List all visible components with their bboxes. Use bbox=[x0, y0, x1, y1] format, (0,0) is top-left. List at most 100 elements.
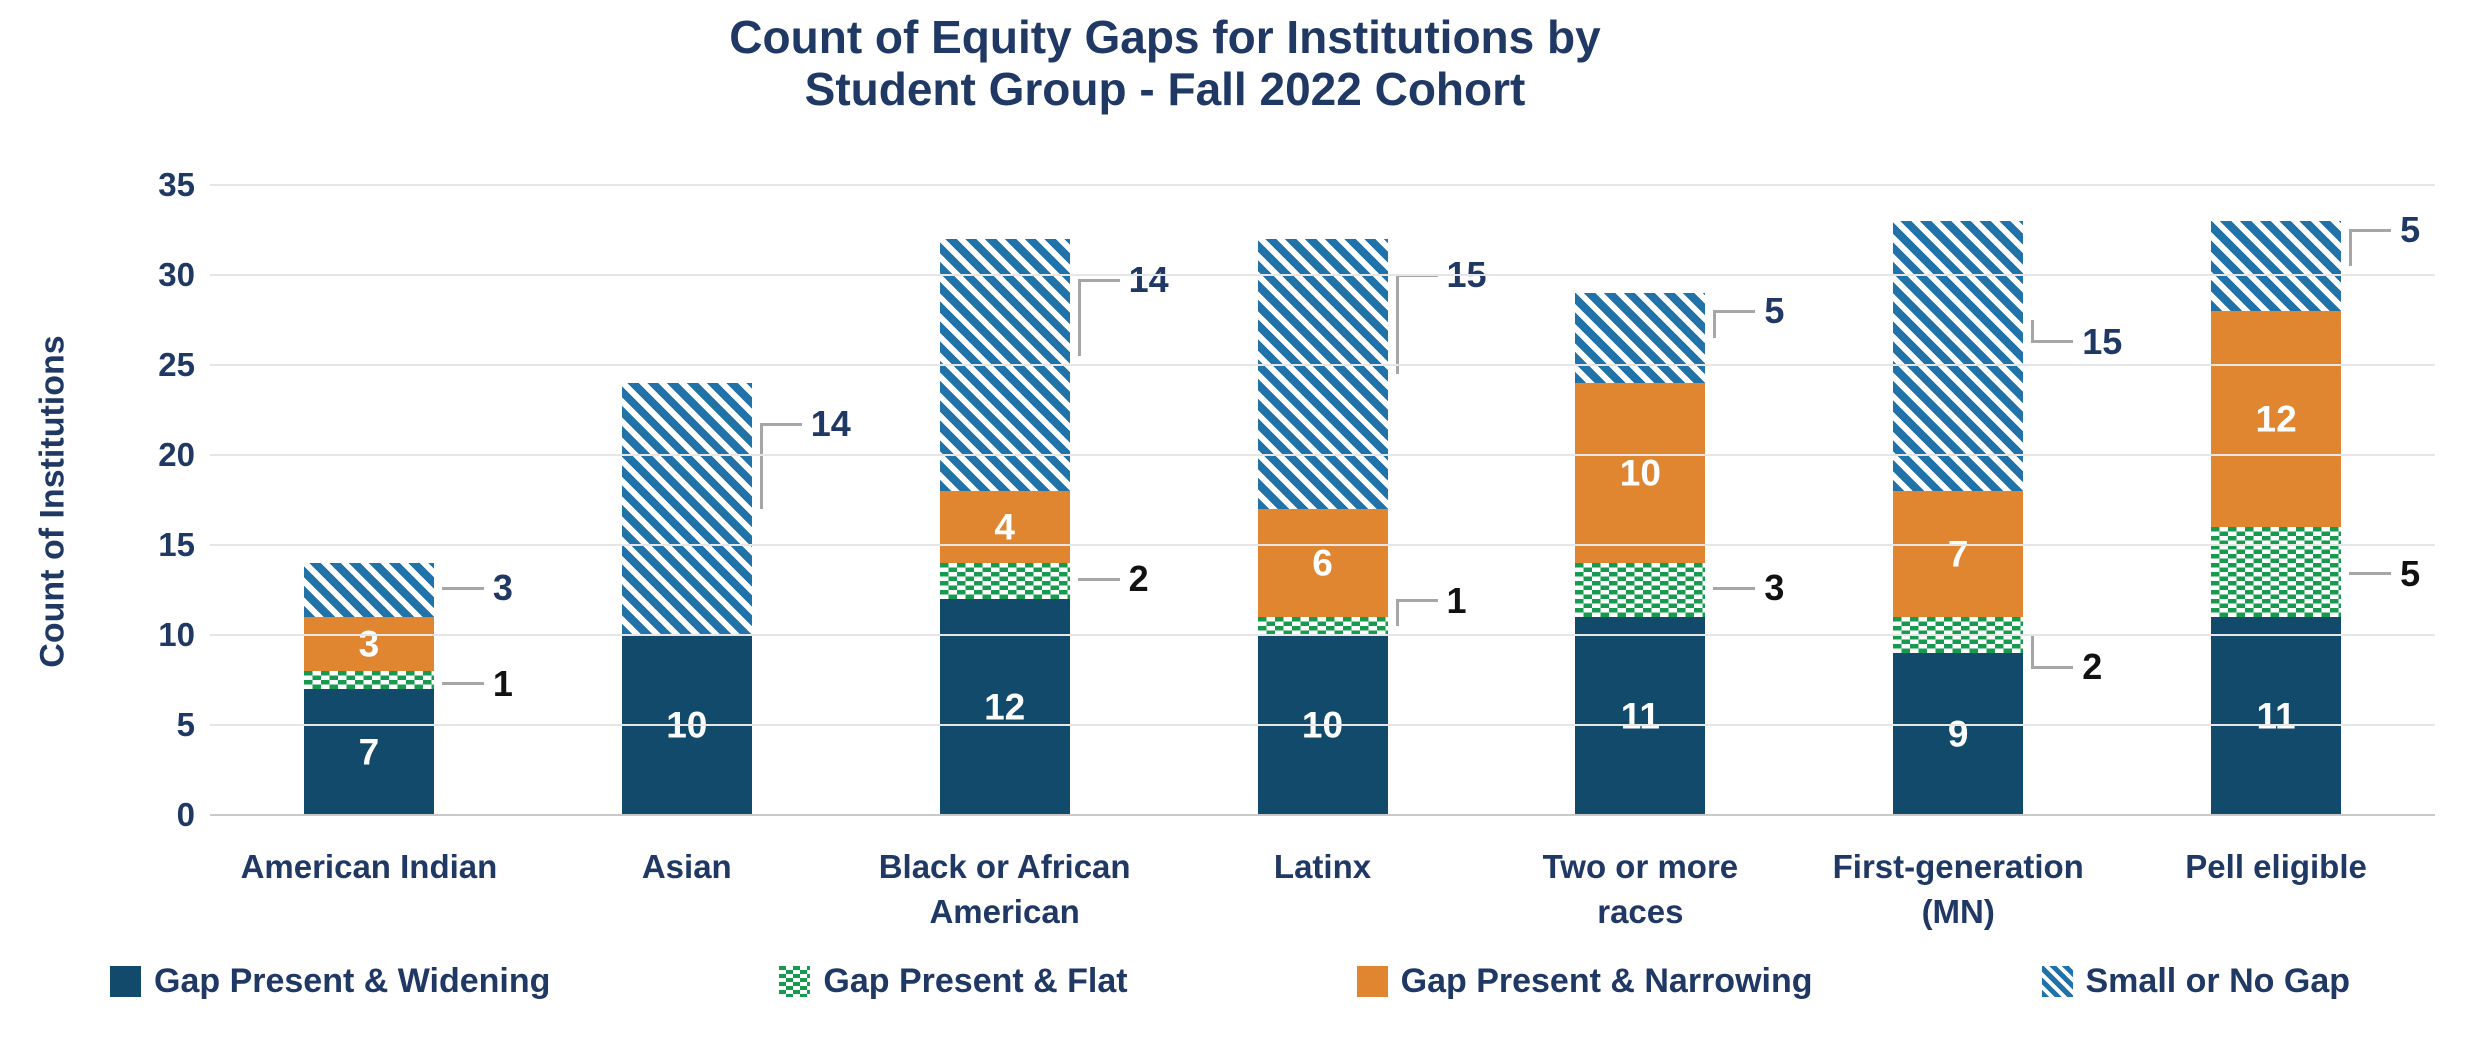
y-axis-title: Count of Institutions bbox=[33, 335, 72, 668]
bar-column-pell-eligible: 11 12 5 5 Pell eligible bbox=[2117, 185, 2435, 886]
category-label-latinx: Latinx bbox=[1152, 845, 1494, 890]
callout-leader-gap-two-or-more-races bbox=[1713, 311, 1717, 338]
category-label-black-or-african-american: Black or African American bbox=[834, 845, 1176, 934]
category-label-line: (MN) bbox=[1921, 892, 1995, 930]
segment-gap-asian bbox=[621, 383, 752, 635]
category-label-pell-eligible: Pell eligible bbox=[2105, 845, 2447, 890]
y-tick-label-15: 15 bbox=[158, 526, 195, 563]
category-label-american-indian: American Indian bbox=[198, 845, 540, 890]
chart-title-line-1: Count of Equity Gaps for Institutions by bbox=[729, 11, 1601, 63]
chart-title-line-2: Student Group - Fall 2022 Cohort bbox=[804, 62, 1526, 115]
segment-widening-two-or-more-races bbox=[1575, 617, 1706, 815]
bar-column-latinx: 10 6 1 15 Latinx bbox=[1164, 185, 1487, 885]
callout-label-flat-american-indian: 1 bbox=[492, 662, 513, 704]
gridline bbox=[210, 454, 2435, 456]
callout-leader-gap-first-generation-mn bbox=[2031, 340, 2074, 344]
legend-swatch-solid-orange bbox=[1356, 966, 1388, 997]
callout-label-flat-latinx: 1 bbox=[1446, 579, 1467, 621]
x-axis-baseline bbox=[210, 814, 2435, 816]
callout-leader-gap-black-or-african-american bbox=[1077, 280, 1081, 356]
bar-value-label-widening-two-or-more-races: 11 bbox=[1620, 695, 1660, 737]
plot-area: 7 3 1 3 American Indian 10 14 Asian 12 4 2 14 Black … bbox=[210, 184, 2435, 930]
legend-item-label: Gap Present & Flat bbox=[823, 962, 1128, 1000]
callout-leader-flat-pell-eligible bbox=[2349, 572, 2392, 576]
callout-leader-flat-first-generation-mn bbox=[2031, 665, 2074, 669]
category-label-line: races bbox=[1597, 892, 1684, 930]
segment-gap-latinx bbox=[1257, 239, 1388, 509]
legend-item-gap-present-flat: Gap Present & Flat bbox=[779, 962, 1128, 1001]
gridline bbox=[210, 274, 2435, 276]
callout-leader-gap-black-or-african-american bbox=[1077, 278, 1120, 282]
callout-leader-gap-latinx bbox=[1395, 275, 1399, 374]
bar-value-label-widening-first-generation-mn: 9 bbox=[1947, 713, 1969, 755]
legend-swatch-blue-hatch-pattern bbox=[2041, 966, 2073, 997]
category-label-two-or-more-races: Two or more races bbox=[1469, 845, 1811, 934]
segment-widening-pell-eligible bbox=[2211, 617, 2342, 815]
category-label-line: Two or more bbox=[1542, 848, 1739, 885]
category-label-line: Black or African bbox=[878, 848, 1131, 885]
bar-column-two-or-more-races: 11 10 3 5 Two or more races bbox=[1481, 185, 1799, 930]
callout-leader-gap-american-indian bbox=[441, 586, 484, 590]
y-tick-label-0: 0 bbox=[176, 796, 195, 833]
category-label-line: Asian bbox=[641, 848, 732, 885]
category-label-asian: Asian bbox=[516, 845, 858, 890]
stacked-bar-latinx: 10 6 bbox=[1257, 239, 1388, 815]
bar-value-label-widening-american-indian: 7 bbox=[358, 731, 380, 773]
callout-label-gap-two-or-more-races: 5 bbox=[1764, 290, 1785, 331]
callout-label-flat-pell-eligible: 5 bbox=[2400, 552, 2421, 594]
chart-title: Count of Equity Gaps for Institutions by… bbox=[45, 11, 2285, 115]
callout-leader-flat-latinx bbox=[1395, 600, 1399, 626]
callout-leader-flat-two-or-more-races bbox=[1713, 586, 1756, 590]
stacked-bar-two-or-more-races: 11 10 bbox=[1575, 293, 1706, 815]
segment-gap-american-indian bbox=[303, 563, 434, 617]
callout-leader-flat-american-indian bbox=[441, 682, 484, 686]
bar-column-first-generation-mn: 9 7 2 15 First-generation (MN) bbox=[1799, 185, 2122, 930]
callout-label-flat-two-or-more-races: 3 bbox=[1764, 567, 1785, 609]
segment-narrowing-latinx bbox=[1257, 509, 1388, 617]
callout-label-gap-black-or-african-american: 14 bbox=[1128, 259, 1169, 301]
callout-label-gap-pell-eligible: 5 bbox=[2400, 209, 2421, 250]
bar-value-label-widening-pell-eligible: 11 bbox=[2256, 695, 2296, 737]
bar-value-label-widening-black-or-african-american: 12 bbox=[984, 686, 1026, 728]
callout-label-gap-first-generation-mn: 15 bbox=[2082, 320, 2123, 362]
segment-flat-latinx bbox=[1257, 617, 1388, 635]
category-label-line: Latinx bbox=[1273, 848, 1372, 885]
segment-narrowing-black-or-african-american bbox=[939, 491, 1070, 563]
y-axis-tick-labels: 0 5 10 15 20 25 30 35 bbox=[100, 166, 195, 833]
callout-leader-gap-two-or-more-races bbox=[1713, 309, 1756, 313]
segment-gap-first-generation-mn bbox=[1893, 221, 2024, 491]
bar-columns: 7 3 1 3 American Indian 10 14 Asian 12 4 2 14 Black … bbox=[210, 185, 2435, 930]
y-tick-label-10: 10 bbox=[158, 616, 195, 653]
gridline bbox=[210, 184, 2435, 186]
callout-label-gap-asian: 14 bbox=[810, 403, 851, 445]
callout-leader-gap-asian bbox=[759, 422, 802, 426]
segment-narrowing-two-or-more-races bbox=[1575, 383, 1706, 563]
segment-flat-black-or-african-american bbox=[939, 563, 1070, 599]
y-tick-label-5: 5 bbox=[176, 706, 195, 743]
callout-leader-gap-pell-eligible bbox=[2349, 230, 2353, 266]
y-tick-label-25: 25 bbox=[158, 346, 195, 383]
segment-flat-two-or-more-races bbox=[1575, 563, 1706, 617]
legend-item-label: Small or No Gap bbox=[2085, 962, 2351, 1000]
legend-swatch-solid-dark-blue bbox=[110, 966, 141, 997]
bar-value-label-narrowing-latinx: 6 bbox=[1312, 542, 1333, 584]
segment-widening-american-indian bbox=[303, 689, 434, 815]
legend-item-label: Gap Present & Narrowing bbox=[1400, 962, 1813, 1000]
segment-narrowing-pell-eligible bbox=[2211, 311, 2342, 527]
category-label-line: First-generation bbox=[1832, 848, 2084, 885]
legend-swatch-green-dash-pattern bbox=[779, 966, 811, 997]
callout-leader-flat-latinx bbox=[1395, 599, 1438, 603]
category-label-first-generation-mn: First-generation (MN) bbox=[1787, 845, 2129, 934]
callout-leader-flat-black-or-african-american bbox=[1077, 577, 1120, 581]
callout-leader-gap-pell-eligible bbox=[2349, 228, 2392, 232]
callout-label-gap-american-indian: 3 bbox=[492, 567, 513, 609]
bar-value-label-narrowing-first-generation-mn: 7 bbox=[1947, 533, 1969, 575]
legend-item-small-or-no-gap: Small or No Gap bbox=[2041, 962, 2351, 1001]
segment-narrowing-american-indian bbox=[303, 617, 434, 671]
segment-flat-pell-eligible bbox=[2211, 527, 2342, 617]
segment-flat-american-indian bbox=[303, 671, 434, 689]
category-label-line: American bbox=[929, 892, 1080, 930]
y-tick-label-20: 20 bbox=[158, 436, 195, 473]
gridline bbox=[210, 544, 2435, 546]
